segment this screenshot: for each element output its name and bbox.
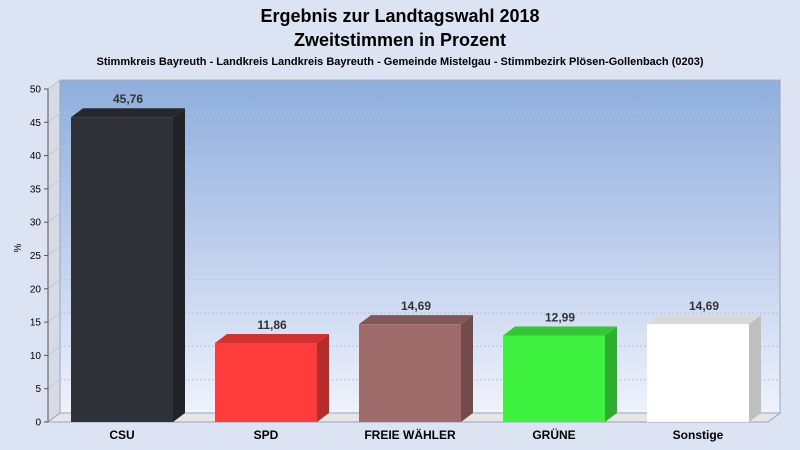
x-tick-label: FREIE WÄHLER — [364, 427, 456, 442]
data-label: 12,99 — [545, 310, 575, 324]
bar-top — [71, 108, 185, 118]
y-tick-label: 45 — [30, 118, 42, 129]
bar-top — [503, 326, 617, 336]
grid-line-side — [47, 212, 61, 223]
data-label: 45,76 — [113, 92, 143, 106]
bar-grüne — [503, 326, 617, 422]
data-label: 14,69 — [401, 299, 431, 313]
grid-line-side — [47, 246, 61, 256]
y-tick-label: 25 — [30, 251, 42, 262]
grid-line-side — [47, 146, 61, 157]
bar-top — [359, 315, 473, 325]
bar-sonstige — [647, 315, 761, 422]
y-tick-label: 35 — [30, 184, 42, 195]
bar-front — [503, 335, 605, 422]
grid-line-side — [47, 179, 61, 190]
y-tick-label: 10 — [30, 351, 42, 362]
chart-caption: Stimmkreis Bayreuth - Landkreis Landkrei… — [96, 56, 703, 68]
grid-line-side — [47, 379, 61, 390]
data-label: 11,86 — [257, 318, 287, 332]
x-tick-label: CSU — [109, 428, 134, 442]
y-tick-label: 20 — [30, 284, 42, 295]
grid-line-side — [47, 345, 61, 356]
x-tick-label: Sonstige — [673, 428, 724, 442]
bar-side — [461, 315, 473, 422]
x-tick-label: GRÜNE — [532, 427, 575, 442]
y-tick-label: 30 — [30, 218, 42, 229]
grid-line-side — [47, 79, 61, 90]
plot-area: 0 5 10 15 20 25 30 35 40 45 50 45,76 CSU 11,86 SPD 14,6… — [30, 79, 782, 442]
data-label: 14,69 — [689, 299, 719, 313]
grid-line-side — [47, 112, 61, 123]
chart-title: Ergebnis zur Landtagswahl 2018 — [260, 6, 539, 26]
bar-front — [215, 343, 317, 422]
chart-subtitle: Zweitstimmen in Prozent — [294, 30, 506, 50]
bar-front — [71, 117, 173, 422]
bar-front — [359, 324, 461, 422]
bar-top — [215, 334, 329, 344]
bar-front — [647, 324, 749, 422]
y-tick-label: 5 — [35, 384, 41, 395]
bar-csu — [71, 108, 185, 422]
bar-side — [317, 334, 329, 422]
bar-side — [605, 326, 617, 422]
bar-freie-wähler — [359, 315, 473, 422]
bar-top — [647, 315, 761, 325]
bar-spd — [215, 334, 329, 422]
y-tick-label: 0 — [35, 418, 41, 429]
bar-side — [749, 315, 761, 422]
y-axis-label: % — [13, 243, 24, 252]
grid-line-side — [47, 312, 61, 323]
y-tick-label: 40 — [30, 151, 42, 162]
bar-side — [173, 108, 185, 422]
y-tick-label: 50 — [30, 85, 42, 96]
grid-line-side — [47, 279, 61, 290]
y-tick-label: 15 — [30, 318, 42, 329]
x-tick-label: SPD — [254, 428, 279, 442]
